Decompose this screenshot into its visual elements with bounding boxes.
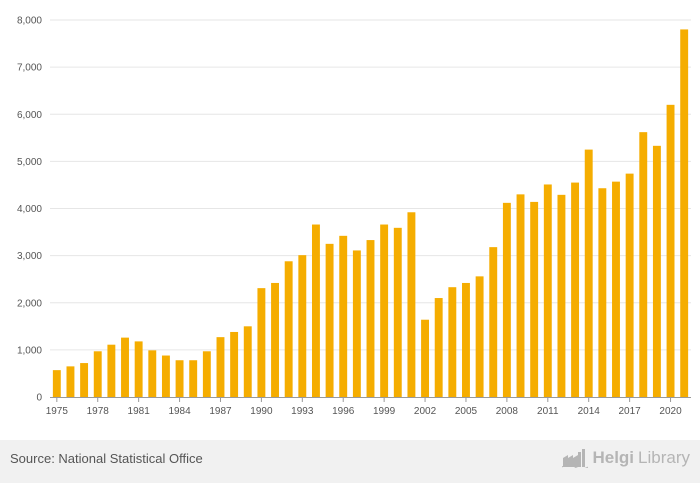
x-tick-label: 2017	[619, 406, 642, 417]
y-tick-label: 2,000	[17, 298, 42, 309]
bar-2007	[489, 247, 498, 397]
bar-2001	[407, 212, 416, 397]
bar-1984	[175, 360, 184, 397]
bars	[52, 29, 689, 398]
x-tick-label: 1987	[209, 406, 232, 417]
bar-2004	[448, 287, 457, 397]
x-tick-label: 1975	[46, 406, 69, 417]
bar-1995	[325, 243, 334, 397]
logo-text-library: Library	[638, 448, 690, 467]
y-tick-label: 3,000	[17, 251, 42, 262]
bar-1990	[257, 288, 266, 397]
bar-1992	[284, 261, 293, 397]
x-tick-label: 1981	[128, 406, 151, 417]
bar-1991	[271, 282, 279, 397]
bar-2013	[571, 182, 580, 397]
bar-2021	[680, 29, 689, 398]
y-tick-label: 5,000	[17, 157, 42, 168]
y-tick-label: 0	[36, 393, 42, 404]
bar-1977	[80, 363, 89, 397]
bar-1987	[216, 337, 225, 397]
chart-footer: Source: National Statistical Office Helg…	[0, 440, 700, 483]
x-tick-label: 1990	[250, 406, 273, 417]
bar-chart: 0 1,000 2,000 3,000 4,000 5,000 6,000 7,000 8,00…	[17, 16, 691, 417]
bar-1998	[366, 240, 375, 397]
bar-1989	[243, 326, 252, 397]
bar-1986	[202, 351, 211, 397]
bar-2017	[625, 173, 634, 397]
bar-2010	[530, 201, 539, 397]
x-tick-label: 2011	[537, 406, 559, 417]
source-note: Source: National Statistical Office	[10, 451, 203, 466]
x-tick-label: 1984	[168, 406, 191, 417]
bar-1993	[298, 255, 307, 397]
bar-2005	[462, 282, 470, 397]
y-tick-label: 8,000	[17, 16, 42, 27]
bar-2014	[584, 149, 593, 397]
bar-1996	[339, 235, 348, 397]
x-tick-label: 1996	[332, 406, 355, 417]
y-tick-label: 6,000	[17, 110, 42, 121]
bar-1976	[66, 366, 75, 397]
x-tick-label: 2005	[455, 406, 478, 417]
logo-text-helgi: Helgi	[592, 448, 635, 467]
bar-1997	[352, 250, 361, 397]
x-tick-label: 1993	[291, 406, 314, 417]
bar-1980	[121, 337, 129, 397]
bar-2019	[652, 145, 661, 397]
axes: 0 1,000 2,000 3,000 4,000 5,000 6,000 7,000 8,00…	[17, 16, 691, 417]
bar-1999	[380, 224, 389, 397]
bar-1983	[161, 355, 170, 397]
bar-1978	[93, 351, 102, 397]
bar-2003	[434, 298, 443, 397]
bar-1982	[148, 350, 157, 397]
bar-2016	[612, 181, 620, 397]
bar-1975	[52, 370, 61, 397]
chart-area: 0 1,000 2,000 3,000 4,000 5,000 6,000 7,000 8,00…	[17, 16, 691, 417]
x-tick-label: 2014	[578, 406, 601, 417]
x-tick-label: 1978	[87, 406, 110, 417]
x-tick-label: 1999	[373, 406, 396, 417]
x-tick-label: 2020	[659, 406, 682, 417]
bar-2012	[557, 194, 566, 397]
bar-2009	[516, 194, 525, 397]
bar-1981	[134, 341, 143, 397]
factory-icon	[562, 449, 589, 468]
bar-2008	[502, 202, 511, 397]
bar-2020	[666, 104, 675, 397]
y-tick-label: 7,000	[17, 63, 42, 74]
bar-2015	[598, 188, 607, 397]
y-tick-label: 4,000	[17, 204, 42, 215]
bar-2002	[421, 319, 430, 397]
bar-2000	[393, 227, 402, 397]
helgi-library-logo: Helgi Library	[562, 448, 690, 468]
bar-1994	[311, 224, 320, 397]
x-tick-label: 2008	[496, 406, 519, 417]
bar-2011	[543, 184, 552, 397]
y-tick-label: 1,000	[17, 345, 42, 356]
bar-2006	[475, 276, 484, 397]
x-tick-label: 2002	[414, 406, 437, 417]
bar-1979	[107, 344, 116, 397]
bar-1985	[189, 360, 198, 397]
bar-2018	[639, 132, 648, 397]
bar-1988	[230, 331, 239, 397]
